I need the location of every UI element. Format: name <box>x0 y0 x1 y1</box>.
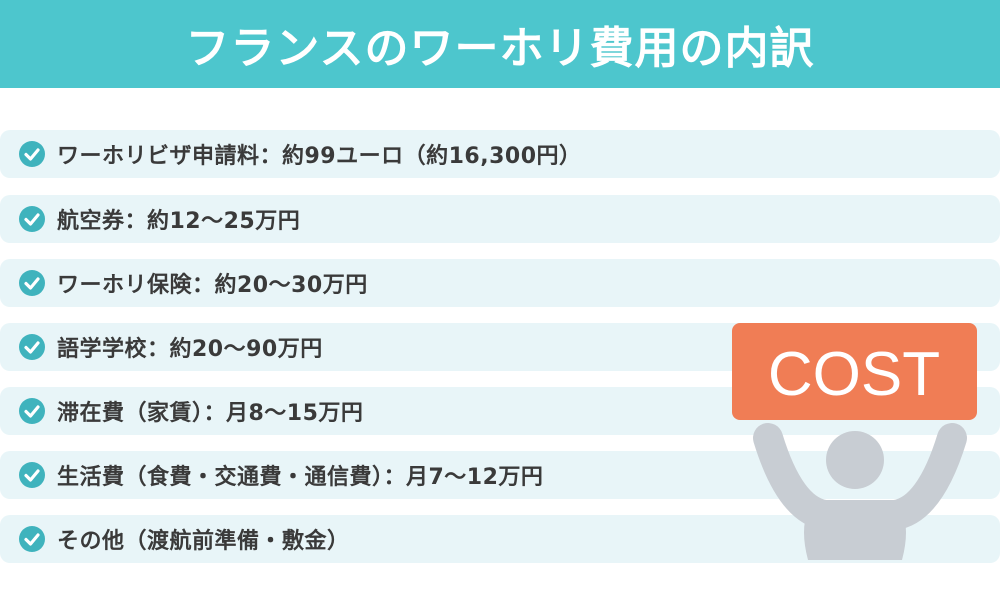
cost-item-label: ワーホリ保険：約20〜30万円 <box>57 273 368 298</box>
page-title: フランスのワーホリ費用の内訳 <box>185 23 815 74</box>
check-circle-icon <box>19 334 45 360</box>
check-circle-icon <box>19 206 45 232</box>
cost-list-item: 航空券：約12〜25万円 <box>0 195 1000 243</box>
cost-list-item: ワーホリ保険：約20〜30万円 <box>0 259 1000 307</box>
cost-item-label: 生活費（食費・交通費・通信費）：月7〜12万円 <box>57 465 544 490</box>
person-icon <box>753 423 967 560</box>
check-circle-icon <box>19 141 45 167</box>
check-circle-icon <box>19 526 45 552</box>
cost-item-label: 滞在費（家賃）：月8〜15万円 <box>57 401 364 426</box>
cost-item-label: ワーホリビザ申請料：約99ユーロ（約16,300円） <box>57 144 582 169</box>
cost-item-label: その他（渡航前準備・敷金） <box>57 529 350 554</box>
cost-sign <box>732 323 977 420</box>
cost-item-label: 航空券：約12〜25万円 <box>57 209 301 234</box>
header-banner: フランスのワーホリ費用の内訳 <box>0 0 1000 88</box>
cost-list-item: ワーホリビザ申請料：約99ユーロ（約16,300円） <box>0 130 1000 178</box>
cost-item-label: 語学学校：約20〜90万円 <box>57 337 323 362</box>
check-circle-icon <box>19 462 45 488</box>
check-circle-icon <box>19 398 45 424</box>
cost-sign-text: COST <box>768 340 940 409</box>
check-circle-icon <box>19 270 45 296</box>
person-holding-cost-sign-illustration: COST <box>732 323 977 560</box>
